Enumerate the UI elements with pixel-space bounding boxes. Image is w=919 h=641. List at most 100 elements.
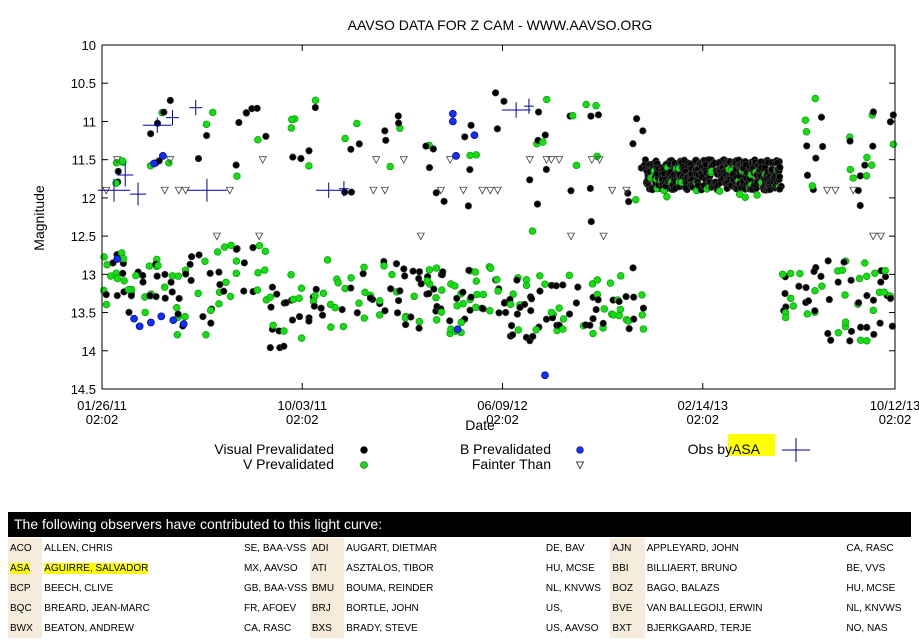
visual-point (347, 145, 355, 153)
visual-point (819, 142, 827, 151)
visual-point (467, 121, 475, 129)
visual-point (232, 245, 241, 253)
v-point (638, 311, 646, 319)
visual-point (161, 294, 169, 302)
v-point (287, 124, 296, 132)
visual-point (195, 251, 203, 259)
v-point (803, 310, 812, 318)
v-point (494, 287, 502, 295)
v-point (160, 283, 169, 291)
v-point (589, 329, 597, 338)
visual-point (409, 267, 417, 275)
v-point (849, 174, 857, 182)
visual-point (527, 295, 536, 303)
visual-point (869, 296, 878, 304)
b-point (159, 151, 167, 160)
visual-point (803, 142, 811, 150)
fainter-than-point (399, 156, 408, 165)
x-tick-label: 02:02 (686, 412, 719, 427)
visual-point (572, 299, 580, 307)
v-point (432, 293, 440, 302)
visual-point (834, 278, 842, 286)
visual-point (295, 313, 304, 321)
v-point (778, 270, 787, 278)
v-point (569, 111, 577, 120)
v-point (572, 161, 581, 170)
visual-point (795, 282, 803, 290)
visual-point (318, 311, 327, 319)
v-point (811, 94, 819, 103)
visual-point (429, 145, 437, 153)
visual-point (495, 309, 503, 317)
observer-name: APPLEYARD, JOHN (646, 542, 739, 554)
visual-point (432, 189, 440, 197)
legend-label: Visual Prevalidated (214, 441, 334, 457)
v-point (509, 290, 517, 298)
v-point (861, 259, 869, 267)
visual-point (235, 118, 243, 127)
v-point (663, 193, 671, 201)
visual-point (175, 294, 183, 303)
observer-org: US, (545, 602, 563, 614)
v-point (388, 270, 396, 279)
observer-name: BEATON, ANDREW (44, 622, 134, 634)
observer-name: BAGO, BALAZS (646, 582, 720, 594)
visual-point (347, 284, 355, 292)
v-point (220, 243, 229, 251)
v-point (473, 290, 481, 299)
observer-name: BOUMA, REINDER (346, 582, 434, 594)
visual-point (288, 316, 297, 324)
fainter-than-point (380, 186, 390, 195)
observer-org: BE, VVS (846, 562, 886, 574)
visual-point (215, 268, 223, 276)
visual-point (439, 268, 447, 276)
observer-org: NL, KNVWS (545, 582, 601, 594)
v-point (213, 248, 222, 256)
fainter-than-point (166, 156, 175, 165)
v-point (206, 306, 215, 315)
v-point (266, 293, 274, 301)
v-point (305, 162, 313, 170)
visual-point (639, 304, 648, 312)
spacer (820, 598, 844, 618)
visual-point (615, 297, 623, 306)
visual-point (430, 285, 438, 293)
x-tick-label: 02:02 (486, 412, 519, 427)
observer-name: BILLIAERT, BRUNO (646, 562, 738, 574)
visual-point (194, 154, 203, 163)
observer-name: BREARD, JEAN-MARC (44, 602, 150, 614)
visual-point (262, 132, 270, 140)
v-point (471, 268, 480, 276)
v-point (514, 326, 523, 334)
v-point (753, 191, 761, 199)
visual-point (220, 287, 228, 295)
b-point (179, 320, 188, 328)
visual-point (395, 119, 403, 127)
visual-point (153, 272, 161, 280)
v-point (297, 284, 306, 292)
visual-point (267, 303, 275, 311)
visual-point (381, 307, 389, 315)
visual-point (415, 274, 423, 283)
v-point (588, 280, 597, 288)
fainter-than-point (493, 186, 502, 195)
visual-point (393, 309, 402, 317)
visual-point (513, 276, 521, 284)
visual-point (381, 127, 389, 135)
fainter-than-point (555, 156, 564, 165)
visual-point (347, 188, 356, 196)
observer-name: ASZTALOS, TIBOR (346, 562, 434, 574)
visual-point (102, 291, 110, 299)
visual-point (802, 283, 810, 292)
v-point (423, 277, 431, 285)
y-tick-label: 11.5 (72, 153, 96, 168)
v-point (181, 312, 189, 321)
visual-point (630, 293, 638, 301)
observer-code: BQC (8, 598, 43, 618)
v-point (311, 291, 319, 300)
visual-point (527, 307, 535, 315)
fainter-than-point (542, 156, 551, 165)
visual-point (508, 322, 516, 330)
v-point (615, 311, 623, 320)
observer-org: DE, BAV (545, 542, 585, 554)
